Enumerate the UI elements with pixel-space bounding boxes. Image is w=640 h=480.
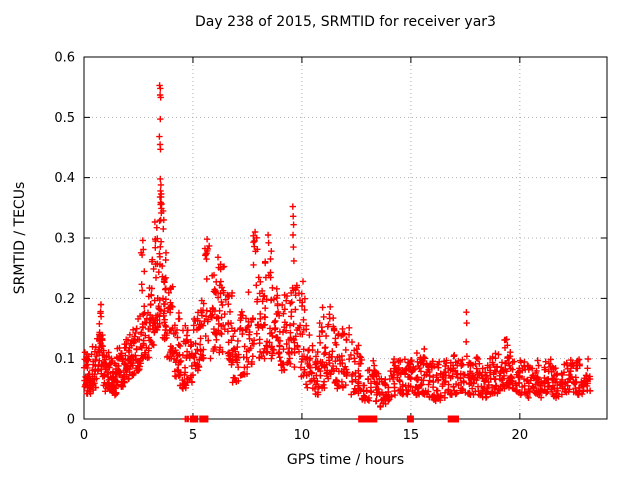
grid-lines: [84, 57, 607, 419]
x-tick-label: 5: [189, 428, 197, 443]
y-tick-label: 0.1: [54, 352, 75, 367]
x-axis-label: GPS time / hours: [286, 452, 405, 468]
chart-title: Day 238 of 2015, SRMTID for receiver yar…: [195, 14, 496, 30]
y-tick-label: 0.2: [54, 292, 75, 307]
x-tick-label: 15: [403, 428, 420, 443]
y-tick-label: 0.5: [54, 111, 75, 126]
y-tick-label: 0.6: [54, 51, 75, 66]
y-tick-label: 0.3: [54, 232, 75, 247]
x-tick-label: 0: [80, 428, 88, 443]
y-tick-label: 0: [67, 413, 75, 428]
x-tick-label: 20: [512, 428, 529, 443]
scatter-points: [80, 82, 594, 423]
x-tick-label: 10: [294, 428, 311, 443]
y-tick-label: 0.4: [54, 171, 75, 186]
